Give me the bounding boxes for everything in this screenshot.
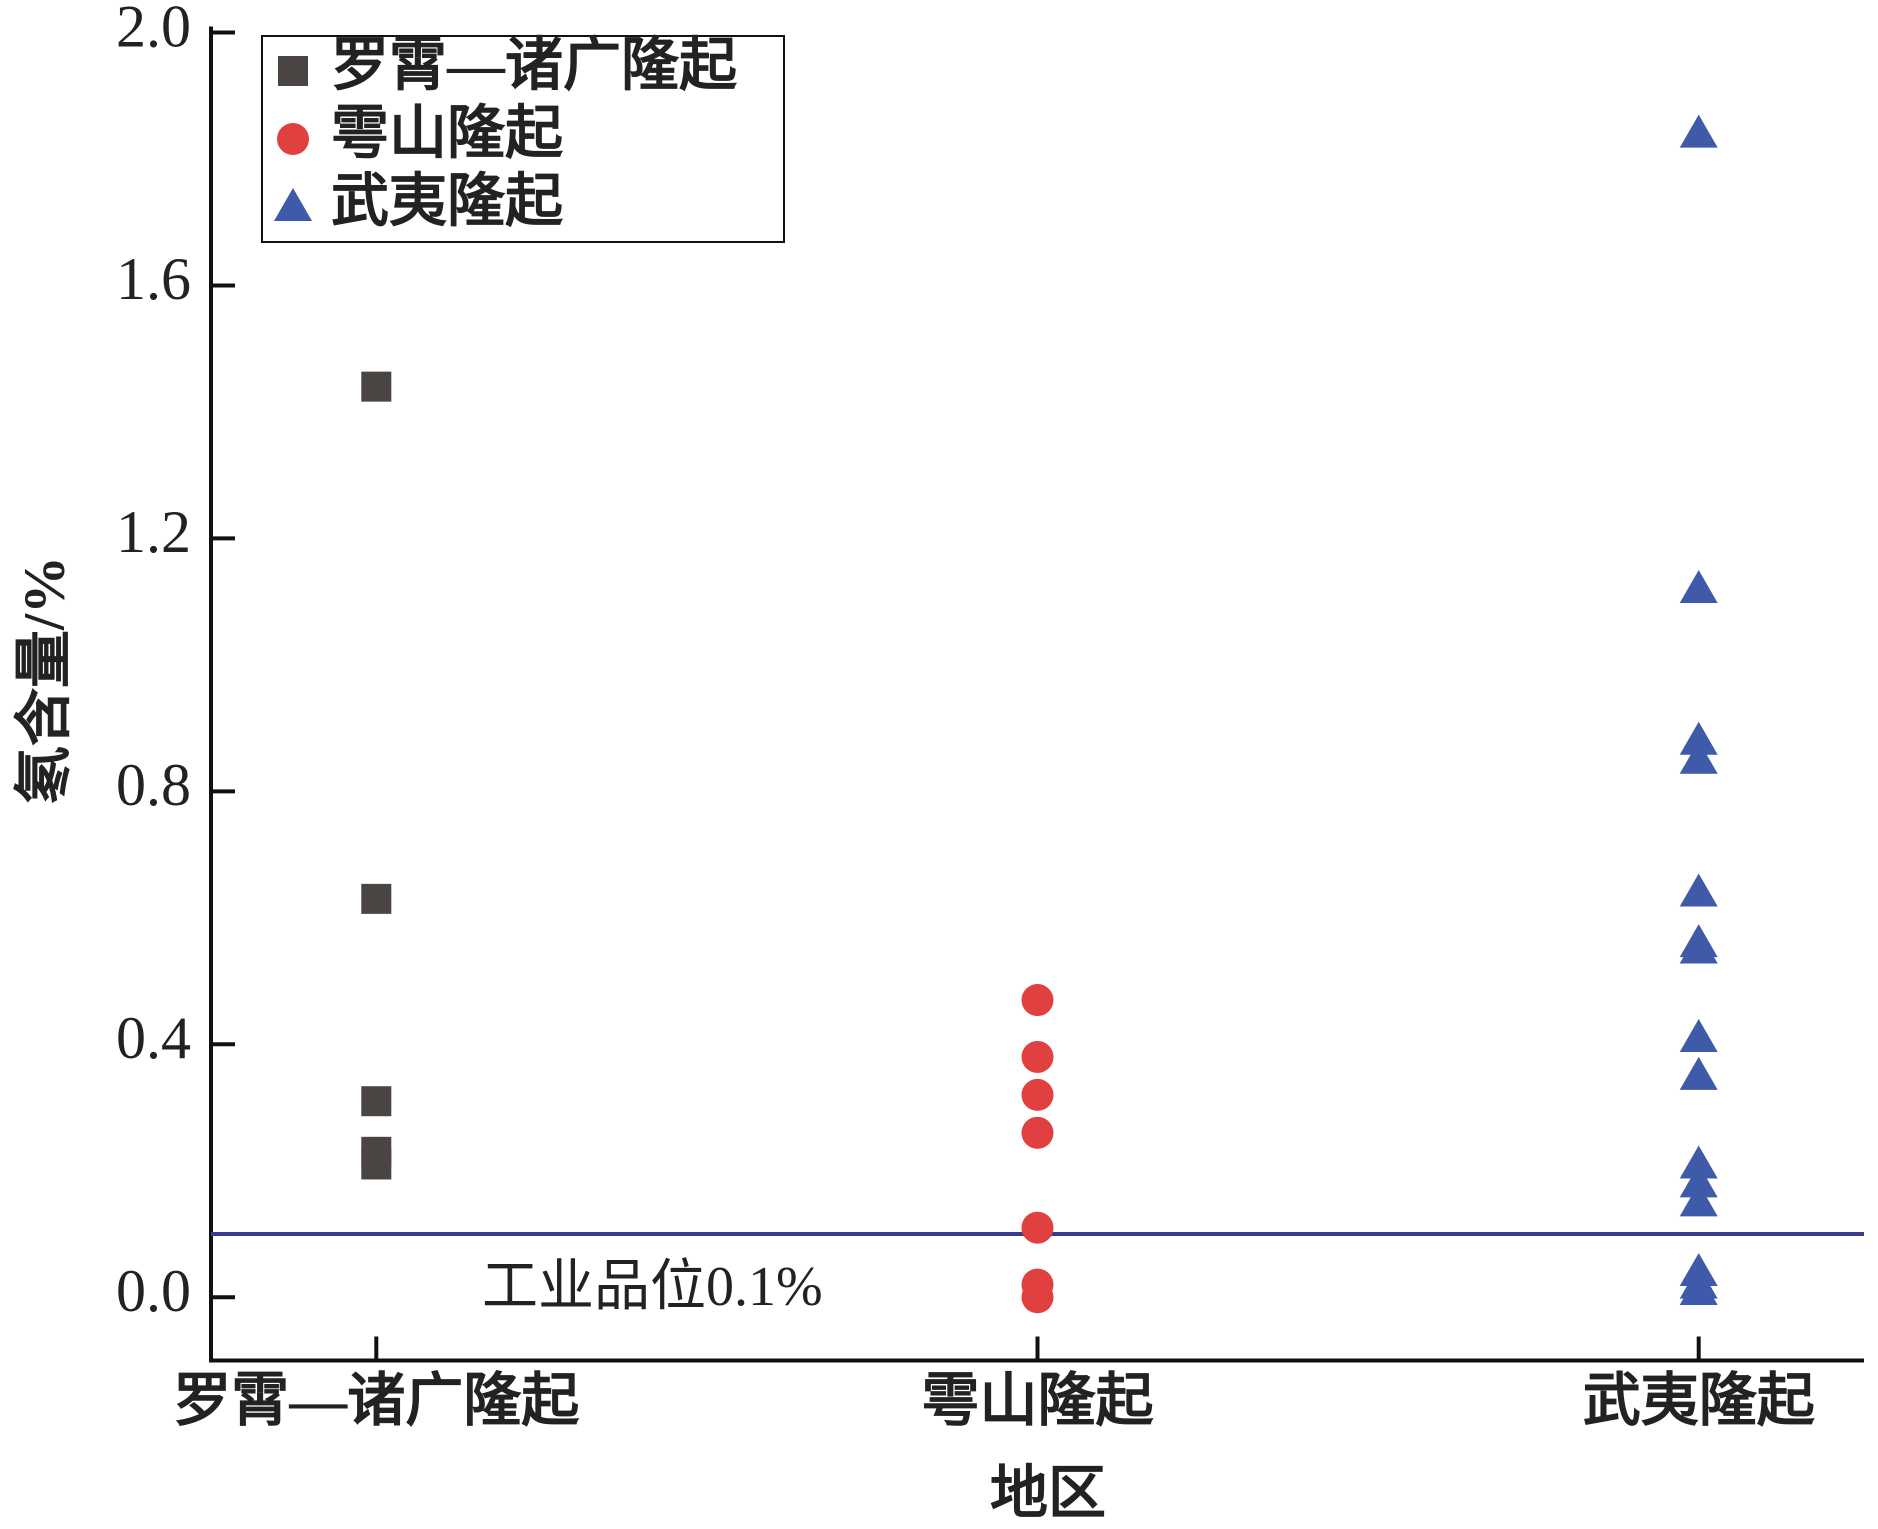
y-axis-label: 氡含量/% <box>11 556 76 804</box>
x-tick-label: 罗霄—诸广隆起 <box>173 1368 580 1433</box>
legend-marker <box>278 56 308 86</box>
point <box>1679 873 1718 907</box>
point <box>1679 1056 1718 1090</box>
point <box>1679 740 1718 774</box>
point <box>1679 721 1718 755</box>
point <box>1021 984 1054 1017</box>
point <box>1021 1211 1054 1244</box>
x-tick-label: 武夷隆起 <box>1583 1368 1816 1433</box>
x-axis-label: 地区 <box>990 1460 1106 1525</box>
point <box>1021 1281 1054 1314</box>
point <box>1679 1271 1718 1305</box>
legend-box <box>261 35 785 243</box>
point <box>1679 569 1718 603</box>
point <box>1679 1164 1718 1198</box>
point <box>1679 1018 1718 1052</box>
point <box>1679 1183 1718 1217</box>
point <box>361 883 392 914</box>
y-tick-label: 0.8 <box>116 752 191 818</box>
reference-label: 工业品位0.1% <box>482 1256 823 1318</box>
point <box>361 1086 392 1117</box>
point <box>1021 1078 1054 1111</box>
y-tick-label: 0.0 <box>116 1258 191 1324</box>
y-tick-label: 1.2 <box>116 499 191 565</box>
x-tick-label: 雩山隆起 <box>921 1368 1154 1433</box>
legend-label: 武夷隆起 <box>331 168 564 233</box>
point <box>1679 930 1718 964</box>
point <box>1679 114 1718 148</box>
point <box>361 371 392 402</box>
y-tick-label: 0.4 <box>116 1005 191 1071</box>
y-tick-label: 1.6 <box>116 246 191 312</box>
point <box>1021 1116 1054 1149</box>
point <box>1021 1040 1054 1073</box>
legend-marker <box>274 188 312 221</box>
y-tick-label: 2.0 <box>116 0 191 59</box>
legend-label: 罗霄—诸广隆起 <box>331 32 738 97</box>
point <box>361 1149 392 1180</box>
legend-label: 雩山隆起 <box>331 100 564 165</box>
legend-marker <box>277 123 309 155</box>
point <box>1679 1145 1718 1179</box>
